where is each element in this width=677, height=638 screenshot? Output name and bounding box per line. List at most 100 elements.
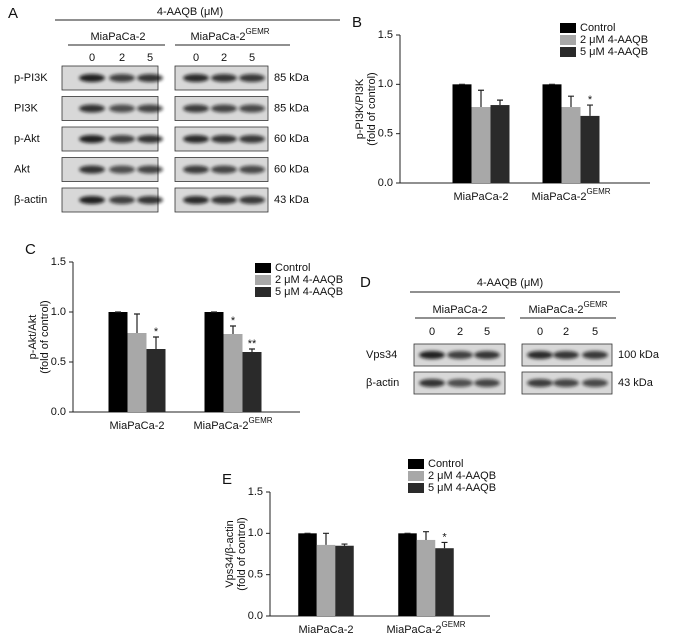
bar bbox=[204, 312, 224, 412]
x-tick-label: MiaPaCa-2 bbox=[298, 624, 353, 636]
group-label-text: MiaPaCa-2 bbox=[528, 304, 583, 316]
x-tick-label: MiaPaCa-2GEMR bbox=[193, 416, 272, 432]
bar bbox=[471, 107, 491, 183]
legend-swatch bbox=[408, 471, 424, 481]
legend-label: 2 μM 4-AAQB bbox=[428, 470, 496, 482]
band bbox=[582, 379, 608, 387]
error-bar bbox=[134, 313, 140, 333]
band bbox=[79, 104, 105, 113]
error-bar bbox=[587, 104, 593, 116]
band bbox=[211, 165, 237, 174]
error-bar bbox=[341, 543, 348, 546]
row-label: β-actin bbox=[366, 377, 399, 389]
legend-label: 5 μM 4-AAQB bbox=[428, 482, 496, 494]
x-tick-label: MiaPaCa-2GEMR bbox=[386, 620, 465, 636]
x-tick-label-text: MiaPaCa-2 bbox=[531, 191, 586, 203]
y-tick-label: 1.5 bbox=[248, 486, 263, 498]
lane-label: 0 bbox=[193, 52, 199, 64]
legend-swatch bbox=[408, 459, 424, 469]
legend-label: Control bbox=[428, 458, 463, 470]
lane-label: 5 bbox=[484, 326, 490, 338]
group-label: MiaPaCa-2GEMR bbox=[190, 27, 269, 43]
group-label-text: MiaPaCa-2 bbox=[432, 304, 487, 316]
significance: ** bbox=[248, 338, 257, 350]
panel-label: C bbox=[25, 241, 36, 258]
significance: * bbox=[442, 531, 447, 543]
lane-label: 0 bbox=[537, 326, 543, 338]
x-tick-label-text: MiaPaCa-2 bbox=[386, 624, 441, 636]
bar bbox=[223, 334, 243, 412]
group-label: MiaPaCa-2GEMR bbox=[528, 300, 607, 316]
row-label: PI3K bbox=[14, 102, 39, 114]
band bbox=[79, 74, 105, 82]
y-axis-label: Vps34/β-actin bbox=[224, 520, 236, 587]
bar bbox=[298, 533, 317, 616]
panel-label: D bbox=[360, 274, 371, 291]
y-tick-label: 1.0 bbox=[248, 527, 263, 539]
size-label: 85 kDa bbox=[274, 72, 310, 84]
row-label: Vps34 bbox=[366, 349, 397, 361]
band bbox=[239, 104, 265, 113]
y-tick-label: 0.5 bbox=[378, 128, 393, 140]
band bbox=[582, 351, 608, 359]
x-tick-label-sup: GEMR bbox=[249, 416, 273, 425]
band bbox=[109, 196, 135, 204]
band bbox=[79, 196, 105, 204]
band bbox=[527, 379, 553, 387]
band bbox=[109, 135, 135, 143]
bar bbox=[542, 84, 562, 183]
blot-title: 4-AAQB (μM) bbox=[157, 6, 223, 18]
y-tick-label: 1.0 bbox=[378, 78, 393, 90]
band bbox=[137, 135, 163, 143]
band bbox=[553, 379, 579, 387]
y-axis-label: p-Akt/Akt bbox=[27, 315, 39, 360]
band bbox=[183, 74, 209, 82]
band bbox=[527, 351, 553, 359]
x-tick-label-text: MiaPaCa-2 bbox=[298, 624, 353, 636]
bar bbox=[435, 548, 454, 616]
band bbox=[137, 165, 163, 174]
band bbox=[239, 74, 265, 82]
bar bbox=[452, 84, 472, 183]
y-axis-label: (fold of control) bbox=[39, 300, 51, 373]
y-axis-label: (fold of control) bbox=[366, 72, 378, 145]
bar bbox=[108, 312, 128, 412]
x-tick-label-sup: GEMR bbox=[442, 620, 466, 629]
lane-label: 0 bbox=[429, 326, 435, 338]
band bbox=[211, 74, 237, 82]
y-tick-label: 0.0 bbox=[248, 610, 263, 622]
error-bar bbox=[568, 95, 574, 108]
band bbox=[79, 135, 105, 143]
bar bbox=[580, 115, 600, 183]
bar bbox=[316, 544, 336, 616]
error-bar bbox=[441, 541, 448, 549]
group-label: MiaPaCa-2 bbox=[90, 31, 145, 43]
band bbox=[239, 165, 265, 174]
y-axis-label: (fold of control) bbox=[236, 517, 248, 590]
band bbox=[79, 165, 105, 174]
size-label: 60 kDa bbox=[274, 133, 310, 145]
band bbox=[474, 379, 500, 387]
row-label: Akt bbox=[14, 163, 30, 175]
error-bar bbox=[478, 89, 484, 108]
band bbox=[137, 196, 163, 204]
x-tick-label-text: MiaPaCa-2 bbox=[453, 191, 508, 203]
legend-label: 5 μM 4-AAQB bbox=[580, 46, 648, 58]
row-label: β-actin bbox=[14, 194, 47, 206]
legend-swatch bbox=[560, 47, 576, 57]
size-label: 43 kDa bbox=[274, 194, 310, 206]
y-tick-label: 1.5 bbox=[378, 29, 393, 41]
band bbox=[137, 104, 163, 113]
y-tick-label: 0.5 bbox=[51, 356, 66, 368]
panel-label: E bbox=[222, 471, 232, 488]
y-tick-label: 1.0 bbox=[51, 306, 66, 318]
bar bbox=[146, 349, 166, 412]
band bbox=[553, 351, 579, 359]
band bbox=[183, 165, 209, 174]
bar bbox=[416, 539, 436, 616]
group-label-text: MiaPaCa-2 bbox=[190, 31, 245, 43]
error-bar bbox=[423, 531, 429, 540]
bar bbox=[127, 333, 147, 412]
significance: * bbox=[154, 326, 159, 338]
